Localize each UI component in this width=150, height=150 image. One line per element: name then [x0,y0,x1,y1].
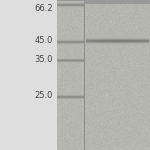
Text: 45.0: 45.0 [35,36,53,45]
Text: 35.0: 35.0 [35,56,53,64]
Text: 25.0: 25.0 [35,91,53,100]
Text: 66.2: 66.2 [35,4,53,13]
